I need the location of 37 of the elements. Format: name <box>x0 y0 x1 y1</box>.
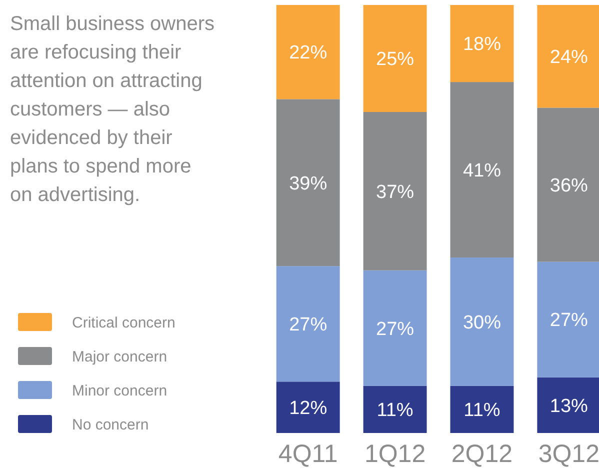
x-tick-label: 3Q12 <box>538 440 599 468</box>
bar <box>363 112 427 270</box>
bar <box>450 5 514 82</box>
data-label: 27% <box>376 318 414 340</box>
data-label: 11% <box>376 400 414 422</box>
bar <box>450 82 514 258</box>
data-label: 22% <box>289 42 328 64</box>
data-label: 11% <box>464 400 500 422</box>
data-label: 39% <box>289 173 328 194</box>
bar <box>450 258 514 386</box>
bar <box>276 99 340 266</box>
bar <box>276 382 340 433</box>
legend-label: Minor concern <box>72 382 168 400</box>
bar <box>276 266 340 382</box>
x-tick-label: 2Q12 <box>451 440 513 468</box>
legend-label: Major concern <box>72 348 168 366</box>
bar <box>363 5 427 112</box>
x-tick-label: 4Q11 <box>278 440 338 468</box>
bar <box>363 270 427 386</box>
bar <box>363 386 427 433</box>
data-label: 27% <box>289 314 328 336</box>
x-tick-label: 1Q12 <box>364 440 426 468</box>
data-label: 24% <box>550 47 588 68</box>
data-label: 18% <box>462 34 502 56</box>
data-label: 13% <box>550 396 588 417</box>
data-label: 36% <box>550 175 588 196</box>
bar <box>276 5 340 100</box>
data-label: 41% <box>462 160 502 182</box>
data-label: 37% <box>376 182 414 203</box>
bar <box>450 386 514 433</box>
data-label: 30% <box>462 312 502 334</box>
text: Small business owners are refocusing their attention on attracting customers — also evidenced by their plans to spend more on advertising. <box>10 13 215 206</box>
data-label: 25% <box>376 49 414 70</box>
data-label: 12% <box>289 398 328 419</box>
legend-label: No concern <box>72 416 149 434</box>
legend-label: Critical concern <box>72 314 176 332</box>
data-label: 27% <box>550 310 588 332</box>
